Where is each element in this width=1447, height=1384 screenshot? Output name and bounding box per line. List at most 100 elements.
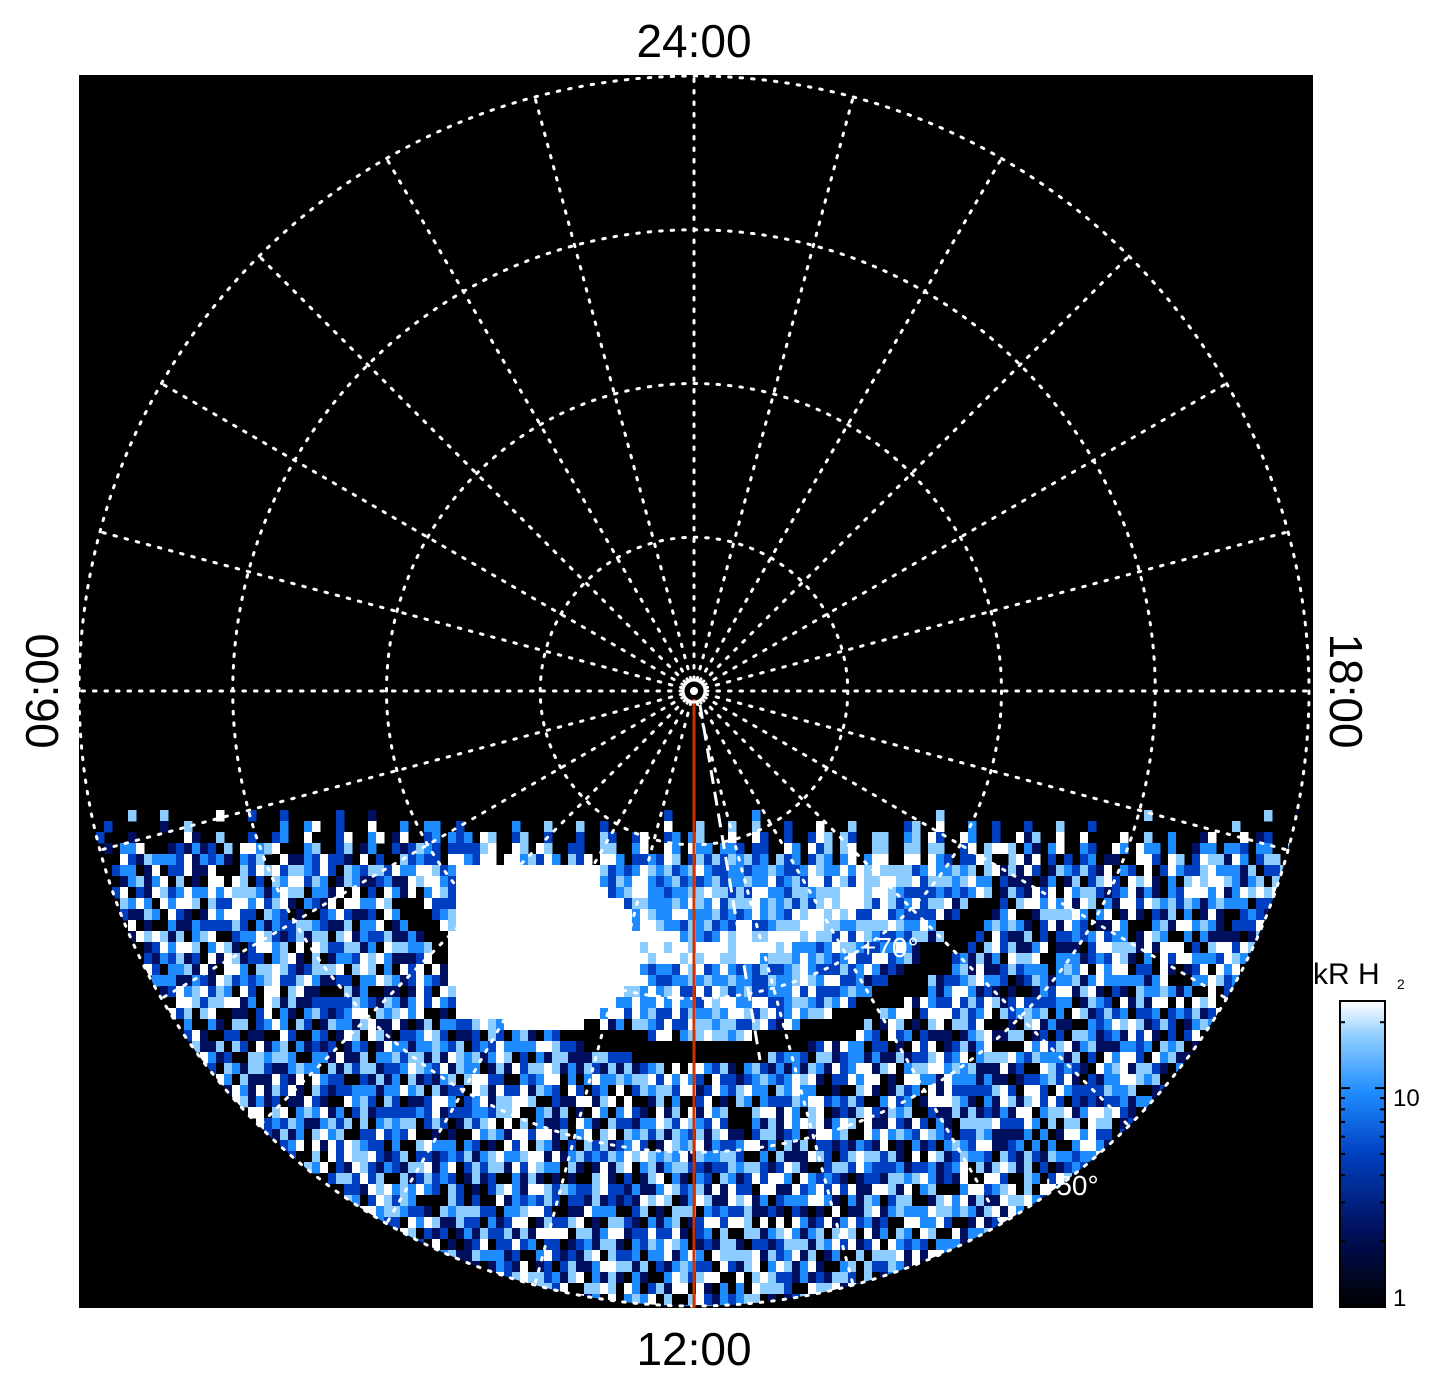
heatmap-cell bbox=[560, 1162, 569, 1174]
heatmap-cell bbox=[992, 1217, 1001, 1229]
heatmap-cell bbox=[968, 1118, 977, 1130]
heatmap-cell bbox=[1088, 964, 1097, 976]
heatmap-cell bbox=[144, 876, 153, 888]
heatmap-cell bbox=[1016, 1118, 1025, 1130]
heatmap-cell bbox=[488, 1173, 497, 1185]
heatmap-cell bbox=[120, 865, 129, 877]
heatmap-cell bbox=[536, 1107, 545, 1119]
heatmap-cell bbox=[224, 997, 233, 1009]
heatmap-cell bbox=[840, 1228, 849, 1240]
heatmap-cell bbox=[304, 931, 313, 943]
heatmap-cell bbox=[456, 1107, 465, 1119]
heatmap-cell bbox=[392, 1041, 401, 1053]
heatmap-cell bbox=[264, 997, 273, 1009]
heatmap-cell bbox=[720, 1151, 729, 1163]
heatmap-cell bbox=[456, 1184, 465, 1196]
heatmap-cell bbox=[568, 1250, 577, 1262]
heatmap-cell bbox=[816, 1107, 825, 1119]
heatmap-cell bbox=[1136, 1074, 1145, 1086]
heatmap-cell bbox=[504, 1041, 513, 1053]
heatmap-cell bbox=[952, 1228, 961, 1240]
heatmap-cell bbox=[1136, 1085, 1145, 1097]
heatmap-cell bbox=[288, 909, 297, 921]
heatmap-cell bbox=[360, 953, 369, 965]
heatmap-cell bbox=[440, 964, 449, 976]
heatmap-cell bbox=[1128, 898, 1137, 910]
heatmap-cell bbox=[688, 1283, 697, 1295]
heatmap-cell bbox=[176, 876, 185, 888]
heatmap-cell bbox=[1112, 898, 1121, 910]
heatmap-cell bbox=[344, 1129, 353, 1141]
heatmap-cell bbox=[296, 909, 305, 921]
heatmap-cell bbox=[456, 1085, 465, 1097]
heatmap-cell bbox=[600, 1184, 609, 1196]
heatmap-cell bbox=[1080, 931, 1089, 943]
heatmap-cell bbox=[616, 1228, 625, 1240]
heatmap-cell bbox=[440, 1162, 449, 1174]
heatmap-cell bbox=[840, 1151, 849, 1163]
heatmap-cell bbox=[448, 975, 457, 987]
heatmap-cell bbox=[288, 1019, 297, 1031]
heatmap-cell bbox=[880, 975, 889, 987]
heatmap-cell bbox=[496, 1228, 505, 1240]
heatmap-cell bbox=[584, 887, 593, 899]
heatmap-cell bbox=[888, 942, 897, 954]
heatmap-cell bbox=[536, 1173, 545, 1185]
heatmap-cell bbox=[824, 1118, 833, 1130]
heatmap-cell bbox=[1184, 876, 1193, 888]
heatmap-cell bbox=[448, 1019, 457, 1031]
heatmap-cell bbox=[264, 1096, 273, 1108]
heatmap-cell bbox=[704, 1305, 713, 1306]
heatmap-cell bbox=[968, 909, 977, 921]
heatmap-cell bbox=[480, 1195, 489, 1207]
heatmap-cell bbox=[976, 1129, 985, 1141]
heatmap-cell bbox=[200, 1019, 209, 1031]
heatmap-cell bbox=[1176, 920, 1185, 932]
heatmap-cell bbox=[128, 832, 137, 844]
heatmap-cell bbox=[904, 942, 913, 954]
heatmap-cell bbox=[464, 1118, 473, 1130]
heatmap-cell bbox=[448, 1140, 457, 1152]
heatmap-cell bbox=[880, 1096, 889, 1108]
heatmap-cell bbox=[832, 920, 841, 932]
heatmap-cell bbox=[1184, 909, 1193, 921]
heatmap-cell bbox=[448, 1085, 457, 1097]
heatmap-cell bbox=[640, 1019, 649, 1031]
heatmap-cell bbox=[960, 1063, 969, 1075]
heatmap-cell bbox=[536, 1151, 545, 1163]
heatmap-cell bbox=[752, 1283, 761, 1295]
heatmap-cell bbox=[520, 1151, 529, 1163]
heatmap-cell bbox=[672, 1195, 681, 1207]
heatmap-cell bbox=[336, 1173, 345, 1185]
heatmap-cell bbox=[640, 843, 649, 855]
heatmap-cell bbox=[1120, 1085, 1129, 1097]
heatmap-cell bbox=[432, 920, 441, 932]
grid-meridian bbox=[692, 689, 1131, 1128]
heatmap-cell bbox=[312, 975, 321, 987]
heatmap-cell bbox=[584, 1250, 593, 1262]
heatmap-cell bbox=[696, 1162, 705, 1174]
heatmap-cell bbox=[208, 1019, 217, 1031]
heatmap-cell bbox=[376, 1107, 385, 1119]
heatmap-cell bbox=[848, 1162, 857, 1174]
heatmap-cell bbox=[768, 1063, 777, 1075]
heatmap-cell bbox=[1184, 898, 1193, 910]
heatmap-cell bbox=[424, 1041, 433, 1053]
heatmap-cell bbox=[384, 975, 393, 987]
heatmap-cell bbox=[944, 964, 953, 976]
heatmap-cell bbox=[736, 1008, 745, 1020]
heatmap-cell bbox=[1024, 920, 1033, 932]
heatmap-cell bbox=[1128, 975, 1137, 987]
heatmap-cell bbox=[1016, 1096, 1025, 1108]
heatmap-cell bbox=[480, 986, 489, 998]
heatmap-cell bbox=[912, 854, 921, 866]
heatmap-cell bbox=[1016, 854, 1025, 866]
heatmap-cell bbox=[856, 1096, 865, 1108]
heatmap-cell bbox=[368, 1118, 377, 1130]
heatmap-cell bbox=[728, 1217, 737, 1229]
heatmap-cell bbox=[984, 1107, 993, 1119]
heatmap-cell bbox=[936, 1151, 945, 1163]
heatmap-cell bbox=[328, 920, 337, 932]
heatmap-cell bbox=[712, 1151, 721, 1163]
heatmap-cell bbox=[504, 854, 513, 866]
